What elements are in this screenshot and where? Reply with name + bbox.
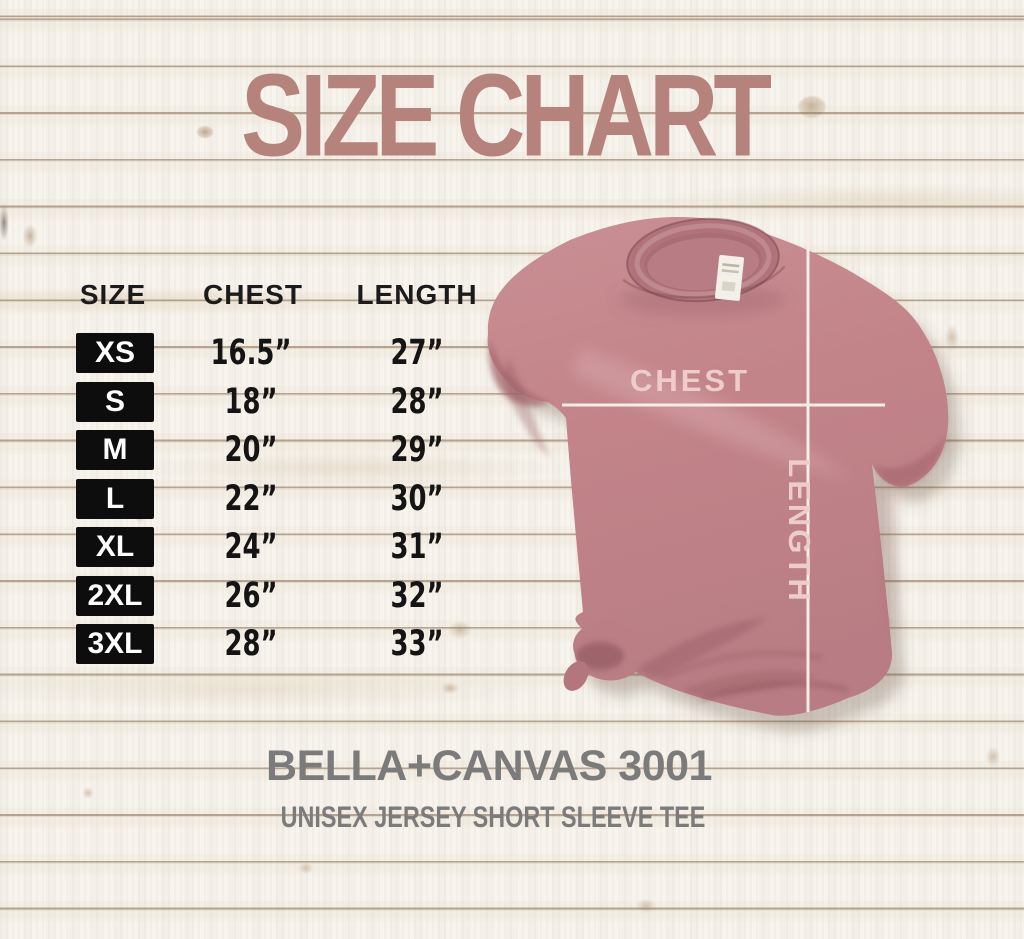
length-value: 32” [390,575,444,616]
table-row: XS 16.5” 27” [0,330,520,379]
table-row: S 18” 28” [0,379,520,428]
table-row: 2XL 26” 32” [0,573,520,622]
table-row: M 20” 29” [0,427,520,476]
fold-shadow [880,478,896,656]
hem-knot-shadow [576,642,624,670]
chest-value: 26” [224,575,278,616]
length-value: 29” [390,430,444,470]
product-name: BELLA+CANVAS 3001 [266,742,712,790]
length-value: 33” [390,624,444,664]
highlight-streak [572,348,850,478]
chest-value: 18” [224,381,278,422]
product-subtitle: UNISEX JERSEY SHORT SLEEVE TEE [280,801,706,834]
chest-value: 22” [224,478,278,519]
tshirt-body [487,216,949,716]
chest-value: 20” [224,430,278,470]
chest-measure-label: CHEST [630,363,750,398]
length-value: 30” [390,478,444,519]
tshirt-photo: CHEST LENGTH [487,216,961,732]
hem-knot-tail [563,661,589,691]
length-measure-label: LENGTH [782,458,817,603]
size-table-rows: XS 16.5” 27” S 18” 28” M 20” 29” L 22” 30” XL 24” 31” 2… [0,330,520,670]
size-badge: XS [76,333,154,373]
size-badge: S [76,381,154,422]
column-header-size: SIZE [79,279,147,310]
chest-value: 16.5” [210,333,292,373]
table-row: L 22” 30” [0,476,520,525]
wrinkle-line [661,650,823,680]
size-badge: M [76,430,154,470]
left-cuff [488,338,550,406]
length-value: 31” [390,527,444,567]
fold-shadow [682,670,818,696]
table-row: 3XL 28” 33” [0,621,520,670]
length-value: 28” [390,381,444,422]
table-row: XL 24” 31” [0,524,520,573]
length-value: 27” [390,333,444,373]
column-header-length: LENGTH [356,279,478,310]
chest-value: 24” [224,527,278,567]
column-header-chest: CHEST [203,279,303,310]
chest-value: 28” [224,624,278,664]
fold-shadow [636,618,768,678]
wrinkle-line [699,681,849,703]
size-badge: 3XL [76,624,154,664]
fold-shadow [502,358,550,458]
page-title: SIZE CHART [241,50,772,182]
size-badge: L [76,478,154,519]
right-cuff [874,434,947,487]
neck-tag-icon [714,254,745,301]
size-badge: 2XL [76,575,154,616]
size-badge: XL [76,527,154,567]
